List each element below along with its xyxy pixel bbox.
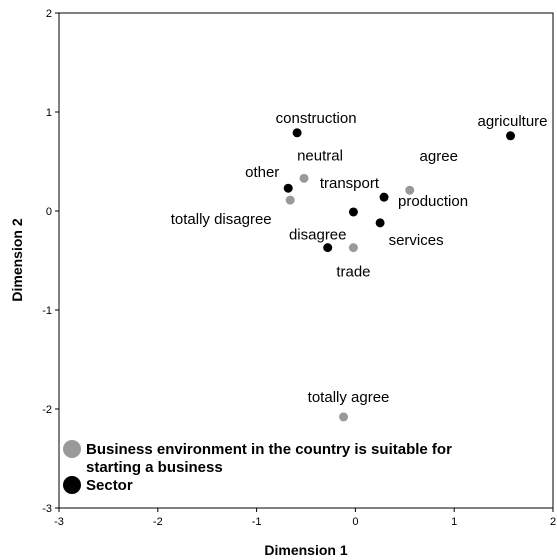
point-label: transport (320, 175, 380, 192)
legend-marker (63, 440, 81, 458)
y-tick-label: -1 (42, 305, 52, 317)
data-point (339, 412, 349, 422)
data-point (292, 128, 302, 138)
data-point (375, 218, 385, 228)
point-label: totally disagree (171, 211, 272, 228)
point-label: agree (420, 148, 458, 165)
x-tick-label: 1 (451, 516, 457, 528)
y-tick-label: 0 (46, 206, 52, 218)
x-tick-label: -3 (54, 516, 64, 528)
point-label: totally agree (308, 389, 390, 406)
data-points: neutral agree totally disagree trade totally… (171, 110, 548, 422)
y-tick-label: -3 (42, 503, 52, 515)
legend-label: starting a business (86, 459, 223, 476)
data-point (405, 185, 415, 195)
x-tick-label: -1 (252, 516, 262, 528)
point-label: other (245, 164, 279, 181)
x-axis-title: Dimension 1 (264, 542, 347, 558)
data-point (379, 192, 389, 202)
data-point (283, 183, 293, 193)
plot-area (58, 12, 554, 509)
legend-marker (63, 476, 81, 494)
point-label: disagree (289, 227, 347, 244)
point-label: construction (276, 110, 357, 127)
y-axis: -3 -2 -1 0 1 2 (42, 8, 59, 515)
x-tick-label: 0 (352, 516, 358, 528)
y-axis-title: Dimension 2 (9, 218, 25, 301)
x-tick-label: -2 (153, 516, 163, 528)
data-point (348, 243, 358, 253)
point-label: services (389, 232, 444, 249)
x-axis: -3 -2 -1 0 1 2 (54, 508, 556, 528)
data-point (323, 243, 333, 253)
point-label: production (398, 193, 468, 210)
data-point (285, 195, 295, 205)
legend-label: Business environment in the country is s… (86, 441, 452, 458)
data-point (348, 207, 358, 217)
data-point (299, 173, 309, 183)
legend: Business environment in the country is s… (63, 440, 452, 494)
point-label: agriculture (477, 113, 547, 130)
y-tick-label: 2 (46, 8, 52, 20)
legend-label: Sector (86, 477, 133, 494)
y-tick-label: 1 (46, 107, 52, 119)
data-point (506, 131, 516, 141)
point-label: neutral (297, 147, 343, 164)
x-tick-label: 2 (550, 516, 556, 528)
y-tick-label: -2 (42, 404, 52, 416)
point-label: trade (336, 264, 370, 281)
